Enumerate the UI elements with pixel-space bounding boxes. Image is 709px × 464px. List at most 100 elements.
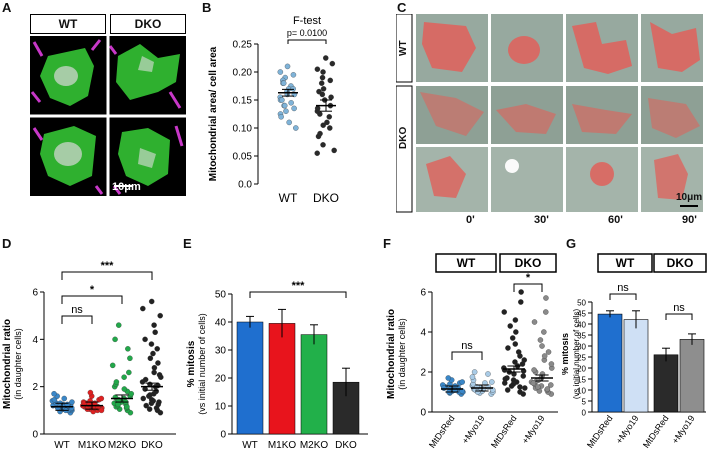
panel-b-dko-point (320, 86, 327, 92)
panel-f-series-2-point (517, 384, 523, 390)
panel-g-header-wt-box (597, 253, 653, 273)
panel-f-series-2-point (512, 341, 519, 347)
panel-d-dko-point (151, 369, 157, 376)
panel-g-ytick-label: 50 (577, 299, 586, 308)
panel-b-dko-point (326, 114, 333, 120)
panel-b-dko-point (329, 60, 336, 67)
panel-a-header-wt: WT (30, 14, 106, 34)
panel-d-ytick-label: 4 (32, 335, 38, 346)
panel-b-dko-point (314, 66, 321, 72)
panel-b-dko-point (320, 122, 326, 128)
panel-c-time-60: 60' (608, 214, 623, 226)
panel-b-dko-point (323, 55, 329, 61)
panel-b-dko-point (318, 80, 325, 86)
panel-f-ylabel-sub: (in daughter cells) (397, 318, 407, 390)
panel-c-time-90: 90' (682, 214, 697, 226)
panel-f-ytick-label: 4 (420, 328, 426, 339)
panel-g-ytick-label: 5 (582, 398, 587, 407)
panel-b-dko-point (317, 111, 323, 117)
panel-g-dko-sig: ns (673, 302, 685, 314)
panel-d-m2ko-point (109, 362, 116, 369)
panel-f-series-2-point (509, 335, 516, 341)
panel-f-series-3-point (531, 319, 538, 325)
panel-b-wt-point (280, 80, 287, 86)
panel-f-xtick-label: MtDsRed (489, 413, 519, 449)
panel-d-dko-point (156, 399, 162, 405)
panel-e-ytick-label: 40 (215, 318, 227, 329)
panel-f-series-3-point (535, 384, 541, 390)
panel-f-series-2-point (517, 389, 523, 395)
panel-g-bar-1 (623, 319, 649, 413)
panel-f-series-3-point (541, 329, 547, 335)
panel-d-dko-point (148, 341, 155, 347)
panel-e-ytick-label: 30 (215, 346, 227, 357)
panel-g-bar-3 (679, 339, 705, 413)
panel-d-dko-point (151, 364, 158, 371)
panel-e-bar-m1ko (268, 323, 296, 435)
panel-f-header-dko: DKO (515, 256, 542, 270)
panel-d-dko-point (151, 322, 157, 328)
panel-b-ytick-label: 0.10 (233, 124, 253, 135)
panel-d-xtick-label: WT (54, 440, 70, 451)
panel-d-wt-point (61, 395, 67, 402)
panel-f-series-2-point (510, 377, 517, 383)
panel-b-dko-point (320, 142, 326, 148)
panel-b-ytick-label: 0.25 (233, 40, 253, 51)
panel-g-wt-sig: ns (617, 282, 629, 294)
panel-b-wt-point (279, 97, 285, 103)
panel-f-series-1-point (482, 380, 488, 386)
panel-f-series-3-point (530, 380, 537, 386)
panel-b-wt-point (293, 125, 299, 131)
panel-c-label: C (397, 0, 407, 15)
panel-f-series-1-point (485, 371, 491, 377)
panel-b-wt-point (277, 69, 284, 75)
panel-d-dko-point (150, 350, 156, 357)
panel-d-wt-m1ko-sig: ns (71, 304, 83, 316)
panel-d-m1ko-point (98, 407, 105, 414)
panel-f-series-2-point (518, 289, 524, 295)
panel-b-dko-point (319, 74, 326, 81)
micrograph-dko-1 (108, 44, 182, 109)
micrograph-wt-1 (30, 39, 102, 106)
panel-b-ytick-label: 0.0 (238, 180, 252, 191)
panel-c-micrographs (396, 14, 703, 213)
panel-g-bar-0 (597, 313, 623, 413)
panel-d-m2ko-point (115, 401, 121, 408)
panel-f-dko-sig: * (526, 272, 531, 284)
panel-b-wt-point (283, 108, 289, 114)
panel-f-header-wt-box (435, 253, 497, 273)
panel-b-wt-point (290, 86, 296, 92)
panel-g-xtick-label: MtDsRed (585, 413, 615, 449)
panel-g-ylabel: % mitosis (562, 333, 570, 375)
panel-c-time-30: 30' (534, 214, 549, 226)
panel-e-ytick-label: 20 (215, 374, 227, 385)
panel-d-wt-m2ko-sig: * (90, 284, 95, 296)
panel-g-xtick-label: MtDsRed (641, 413, 671, 449)
panel-e-wt-dko-bracket (249, 291, 347, 298)
panel-f-series-2-point (520, 373, 527, 379)
panel-b-ytick-label: 0.15 (233, 96, 253, 107)
panel-g-ytick-label: 35 (577, 332, 586, 341)
panel-f-wt-sig: ns (461, 340, 473, 352)
panel-e-ytick-label: 0 (220, 430, 226, 441)
panel-d-ytick-label: 2 (32, 382, 38, 393)
panel-f-series-3-point (544, 386, 551, 392)
panel-e-ytick-label: 50 (215, 290, 227, 301)
panel-d-dko-point (142, 376, 149, 383)
panel-f-series-2-point (515, 349, 522, 355)
panel-d-xtick-label: M2KO (108, 440, 137, 451)
panel-f-series-1-point (475, 389, 481, 395)
panel-d-dko-point (156, 372, 163, 378)
panel-g-ytick-label: 10 (577, 387, 586, 396)
panel-g-ytick-label: 15 (577, 376, 586, 385)
panel-f-series-2-point (518, 299, 524, 305)
panel-f-series-2-point (512, 359, 518, 365)
panel-e-xtick-label: WT (242, 440, 258, 451)
panel-f-series-3-point (548, 382, 554, 388)
panel-d-xtick-label: M1KO (78, 440, 107, 451)
panel-f-xtick-label: +Myo19 (520, 413, 547, 445)
panel-f-series-2-point (512, 317, 519, 323)
panel-e-wt-dko-sig: *** (292, 280, 306, 292)
panel-d-m2ko-point (121, 374, 127, 380)
panel-f-series-2-point (504, 387, 511, 393)
